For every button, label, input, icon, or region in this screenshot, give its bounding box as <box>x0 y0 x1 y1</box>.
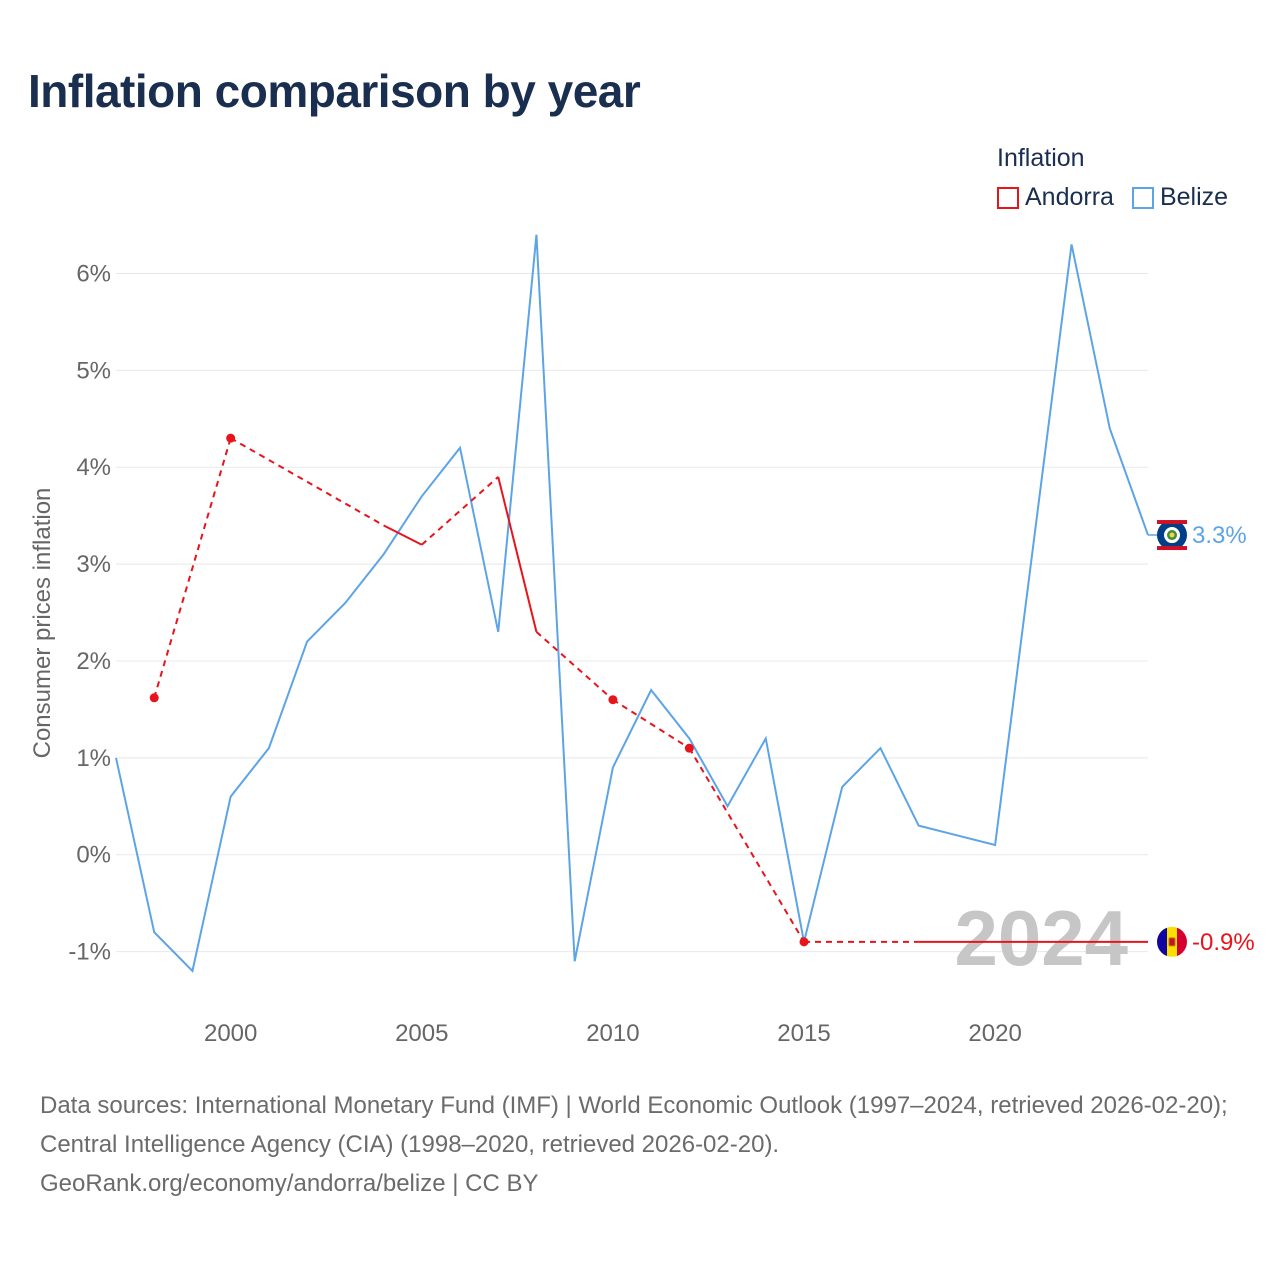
footer: Data sources: International Monetary Fun… <box>40 1086 1250 1203</box>
andorra-line-segment <box>535 631 614 701</box>
andorra-end-label: -0.9% <box>1157 926 1255 957</box>
legend: Inflation Andorra Belize <box>997 144 1228 212</box>
andorra-line-segment <box>421 476 499 546</box>
legend-label-andorra: Andorra <box>1025 183 1114 211</box>
legend-swatch-andorra <box>997 186 1019 209</box>
andorra-point[interactable] <box>226 433 236 443</box>
andorra-flag-icon <box>1157 926 1187 957</box>
y-axis-ticks: -1% 0% 1% 2% 3% 4% 5% 6% <box>68 260 111 965</box>
andorra-line-segment <box>612 698 690 749</box>
y-tick-label: 4% <box>76 454 111 481</box>
series-andorra <box>149 433 1148 947</box>
end-labels: 3.3% -0.9% <box>1148 520 1255 957</box>
footer-credit[interactable]: GeoRank.org/economy/andorra/belize | CC … <box>40 1170 539 1197</box>
x-axis-ticks: 2000 2005 2010 2015 2020 <box>204 1020 1022 1047</box>
chart-title: Inflation comparison by year <box>28 65 641 117</box>
series-belize <box>115 234 1149 973</box>
legend-swatch-belize <box>1131 186 1154 209</box>
legend-item-andorra[interactable]: Andorra <box>997 183 1114 212</box>
y-axis-label: Consumer prices inflation <box>29 488 56 759</box>
y-tick-label: -1% <box>68 939 111 966</box>
belize-line <box>115 234 1149 973</box>
belize-end-label: 3.3% <box>1148 520 1247 551</box>
andorra-line-segment <box>153 437 232 699</box>
x-tick-label: 2010 <box>586 1020 639 1047</box>
andorra-line-segment <box>497 476 538 633</box>
andorra-point[interactable] <box>149 693 159 703</box>
x-tick-label: 2020 <box>968 1020 1021 1047</box>
legend-title: Inflation <box>997 144 1085 172</box>
legend-item-belize[interactable]: Belize <box>1131 183 1229 212</box>
belize-end-value: 3.3% <box>1192 522 1247 549</box>
andorra-line-segment <box>688 747 805 943</box>
y-tick-label: 5% <box>76 357 111 384</box>
y-tick-label: 6% <box>76 260 111 287</box>
andorra-point[interactable] <box>799 937 809 947</box>
chart-svg: 2024 -1%0%1%2%3%4%5%6% 2000 2005 2010 2015 2… <box>29 234 1255 1047</box>
y-tick-label: 0% <box>76 842 111 869</box>
andorra-line-segment <box>230 437 385 527</box>
belize-flag-icon <box>1157 520 1187 551</box>
andorra-end-value: -0.9% <box>1192 929 1255 956</box>
andorra-point[interactable] <box>608 695 618 705</box>
x-tick-label: 2015 <box>777 1020 830 1047</box>
y-tick-label: 3% <box>76 551 111 578</box>
footer-sources: Data sources: International Monetary Fun… <box>40 1092 1228 1158</box>
legend-label-belize: Belize <box>1159 183 1229 211</box>
gridlines <box>116 272 1148 953</box>
year-watermark: 2024 <box>954 894 1128 982</box>
y-tick-label: 2% <box>76 648 111 675</box>
x-tick-label: 2000 <box>204 1020 257 1047</box>
y-tick-label: 1% <box>76 745 111 772</box>
x-tick-label: 2005 <box>395 1020 448 1047</box>
andorra-line-segment <box>383 524 423 546</box>
andorra-point[interactable] <box>684 743 694 753</box>
